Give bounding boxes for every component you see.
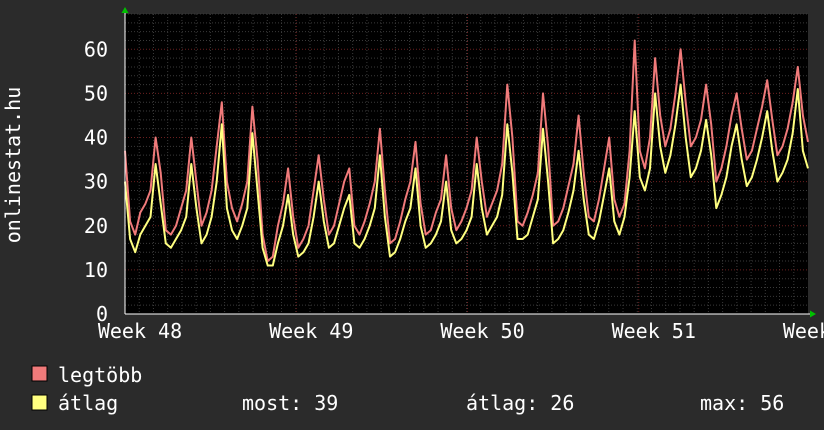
x-tick-labels: Week 48 Week 49 Week 50 Week 51 Week 52 — [98, 319, 824, 343]
x-tick-label: Week 52 — [783, 319, 824, 343]
x-tick-label: Week 51 — [612, 319, 696, 343]
stat-max: max: 56 — [700, 391, 784, 415]
legend-swatch-legtobb — [31, 365, 48, 382]
series-line-legtobb — [124, 39, 809, 263]
x-tick-label: Week 48 — [98, 319, 182, 343]
y-axis-arrow-icon — [121, 7, 129, 13]
y-tick-label: 50 — [84, 81, 108, 105]
y-tick-label: 40 — [84, 126, 108, 150]
x-axis-arrow-icon — [810, 310, 816, 318]
stat-most: most: 39 — [242, 391, 338, 415]
legend-swatch-atlag — [31, 394, 48, 411]
x-tick-label: Week 50 — [440, 319, 524, 343]
y-tick-label: 20 — [84, 214, 108, 238]
legend-label-atlag: átlag — [58, 391, 118, 415]
y-axis-title: onlinestat.hu — [1, 87, 25, 244]
y-tick-label: 0 — [96, 302, 108, 326]
series-line-atlag — [124, 83, 809, 267]
y-tick-label: 10 — [84, 258, 108, 282]
stat-atlag: átlag: 26 — [466, 391, 574, 415]
x-tick-label: Week 49 — [269, 319, 353, 343]
series-lines — [124, 39, 809, 267]
y-tick-label: 30 — [84, 170, 108, 194]
y-tick-labels: 0 10 20 30 40 50 60 — [84, 37, 108, 326]
y-tick-label: 60 — [84, 37, 108, 61]
legend-label-legtobb: legtöbb — [58, 363, 142, 387]
